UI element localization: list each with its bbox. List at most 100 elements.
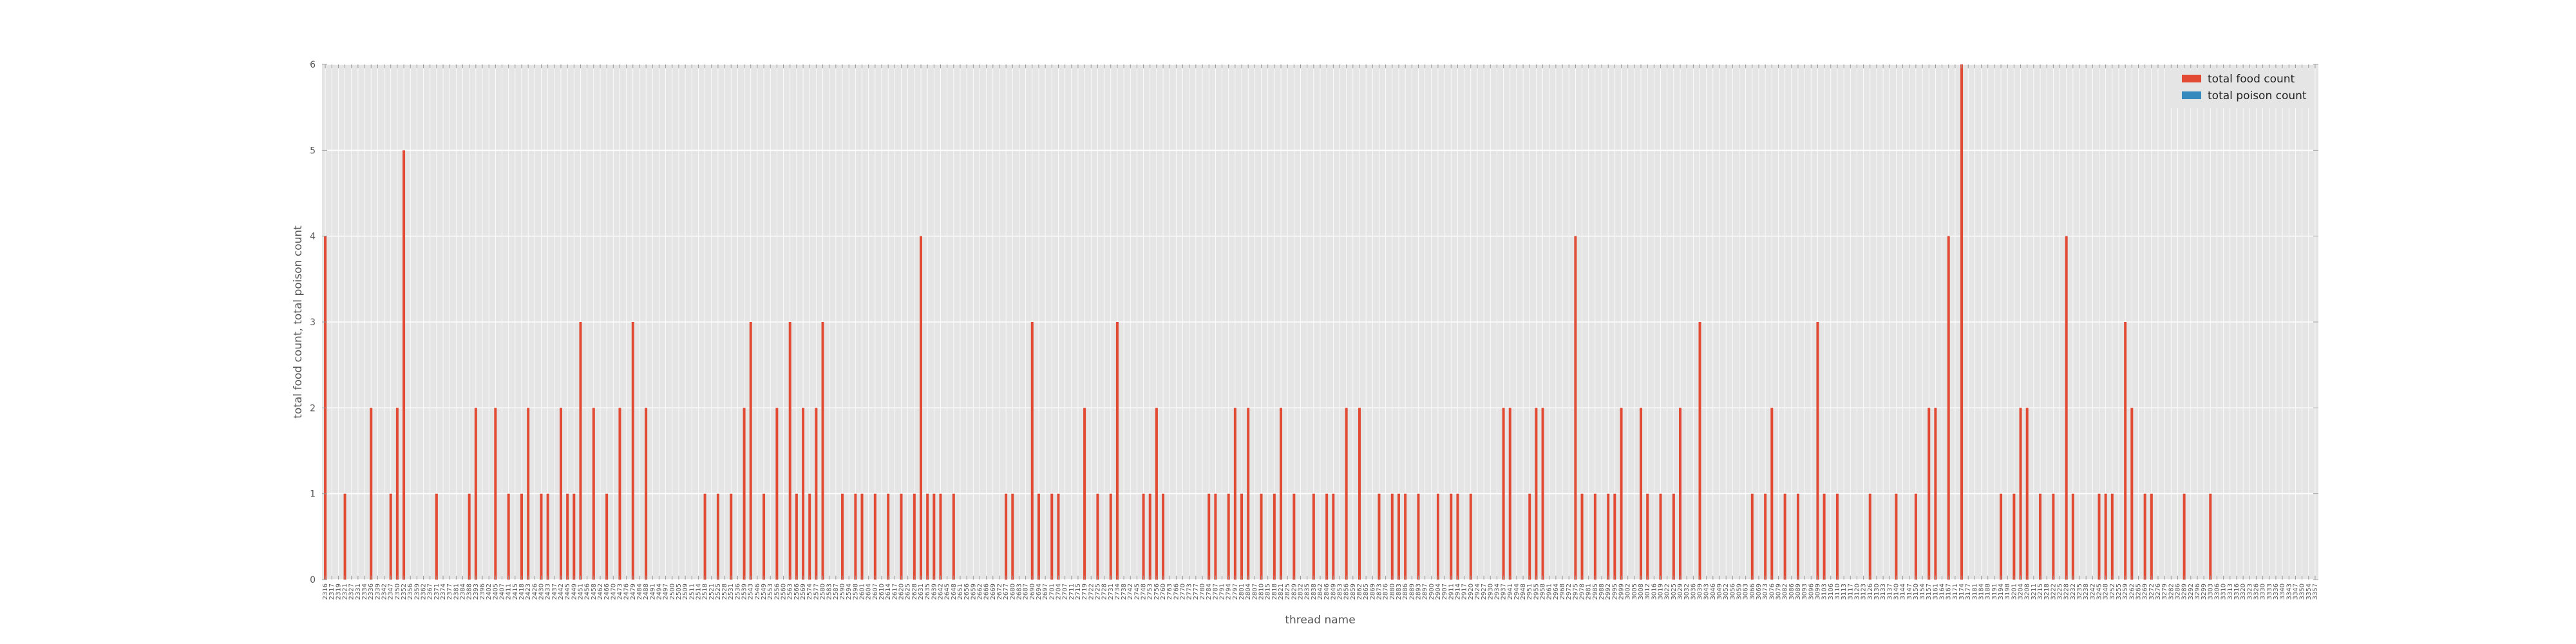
- x-tick-label: 2563: [787, 583, 794, 600]
- bar-food-count: [1620, 408, 1623, 580]
- x-tick-label: 2791: [1219, 583, 1226, 600]
- legend-label-food: total food count: [2208, 73, 2295, 86]
- bar-food-count: [579, 322, 582, 580]
- x-tick-label: 3265: [2135, 583, 2142, 600]
- x-tick-label: 3306: [2213, 583, 2221, 600]
- x-tick-label: 2873: [1376, 583, 1383, 600]
- x-tick-label: 2773: [1186, 583, 1193, 600]
- bar-food-count: [1390, 493, 1394, 580]
- x-tick-label: 2639: [931, 583, 938, 600]
- x-tick-label: 3133: [1880, 583, 1887, 600]
- x-tick-label: 2766: [1173, 583, 1180, 600]
- x-tick-label: 3049: [1716, 583, 1723, 600]
- bar-food-count: [592, 408, 595, 580]
- x-tick-label: 3147: [1906, 583, 1913, 600]
- x-tick-label: 2449: [571, 583, 578, 600]
- x-tick-label: 2473: [616, 583, 623, 600]
- x-tick-label: 2393: [473, 583, 480, 600]
- x-tick-label: 2511: [688, 583, 696, 600]
- x-tick-label: 2972: [1566, 583, 1573, 600]
- x-tick-label: 2862: [1356, 583, 1363, 600]
- x-tick-label: 2319: [335, 583, 342, 600]
- x-tick-label: 2846: [1323, 583, 1331, 600]
- bar-food-count: [841, 493, 844, 580]
- x-tick-label: 2948: [1520, 583, 1527, 600]
- bar-food-count: [1960, 64, 1964, 580]
- bar-food-count: [2012, 493, 2016, 580]
- x-tick-label: 2753: [1147, 583, 1154, 600]
- bar-food-count: [2110, 493, 2114, 580]
- y-tick-label: 5: [310, 146, 316, 156]
- x-tick-label: 2479: [630, 583, 637, 600]
- x-tick-label: 2405: [492, 583, 499, 600]
- x-tick-label: 2842: [1317, 583, 1324, 600]
- x-tick-label: 3340: [2279, 583, 2286, 600]
- x-tick-label: 3076: [1768, 583, 1776, 600]
- x-tick-label: 2666: [983, 583, 990, 600]
- x-tick-label: 2669: [990, 583, 997, 600]
- bar-food-count: [1142, 493, 1145, 580]
- bar-food-count: [1646, 493, 1649, 580]
- bar-food-count: [2143, 493, 2146, 580]
- bar-food-count: [2025, 408, 2029, 580]
- bar-food-count: [1293, 493, 1296, 580]
- bar-food-count: [788, 322, 791, 580]
- x-tick-label: 3181: [1971, 583, 1978, 600]
- bar-food-count: [468, 493, 471, 580]
- bar-food-count: [520, 493, 523, 580]
- bar-food-count: [1162, 493, 1165, 580]
- x-tick-label: 2594: [846, 583, 853, 600]
- x-tick-label: 3043: [1703, 583, 1710, 600]
- x-tick-label: 3177: [1965, 583, 1972, 600]
- x-tick-label: 2362: [421, 583, 428, 600]
- bar-food-count: [1057, 493, 1060, 580]
- bar-food-count: [1148, 493, 1151, 580]
- x-tick-label: 2553: [767, 583, 774, 600]
- x-tick-label: 3286: [2174, 583, 2181, 600]
- bar-food-count: [920, 236, 922, 580]
- x-tick-label: 3248: [2103, 583, 2110, 600]
- x-tick-label: 2835: [1304, 583, 1311, 600]
- bar-food-count: [1672, 493, 1675, 580]
- x-tick-label: 3343: [2286, 583, 2293, 600]
- x-tick-label: 3025: [1671, 583, 1678, 600]
- legend-label-poison: total poison count: [2208, 90, 2307, 102]
- x-tick-label: 3272: [2148, 583, 2155, 600]
- x-tick-label: 2374: [440, 583, 447, 600]
- x-axis-ticks: 2316 2317 2319 2321 2327 2331 2334 2336 2339 2342…: [322, 64, 2319, 600]
- bar-food-count: [1011, 493, 1014, 580]
- x-tick-label: 3110: [1834, 583, 1841, 600]
- x-tick-label: 2433: [545, 583, 552, 600]
- x-tick-label: 2975: [1572, 583, 1579, 600]
- x-tick-label: 2748: [1141, 583, 1148, 600]
- bar-food-count: [1450, 493, 1453, 580]
- bar-food-count: [1240, 493, 1244, 580]
- x-tick-label: 3282: [2168, 583, 2175, 600]
- x-tick-label: 3354: [2306, 583, 2313, 600]
- x-tick-label: 2601: [859, 583, 866, 600]
- x-tick-label: 2356: [407, 583, 414, 600]
- x-tick-label: 2445: [564, 583, 571, 600]
- x-tick-label: 2476: [623, 583, 630, 600]
- x-tick-label: 2604: [866, 583, 873, 600]
- x-tick-label: 2829: [1291, 583, 1298, 600]
- x-tick-label: 2832: [1298, 583, 1305, 600]
- bar-food-count: [1679, 408, 1682, 580]
- x-tick-label: 2497: [663, 583, 670, 600]
- x-tick-label: 2825: [1284, 583, 1291, 600]
- bar-food-count: [566, 493, 569, 580]
- bar-food-count: [1895, 493, 1898, 580]
- bar-food-count: [1233, 408, 1236, 580]
- x-tick-label: 2914: [1454, 583, 1461, 600]
- x-tick-label: 2807: [1251, 583, 1258, 600]
- x-tick-label: 2988: [1598, 583, 1605, 600]
- x-tick-label: 2484: [636, 583, 643, 600]
- x-tick-label: 2518: [702, 583, 709, 600]
- x-tick-label: 2992: [1605, 583, 1612, 600]
- x-tick-label: 3320: [2240, 583, 2247, 600]
- x-tick-label: 2430: [538, 583, 545, 600]
- x-tick-label: 2853: [1336, 583, 1343, 600]
- x-tick-label: 2336: [368, 583, 375, 600]
- x-tick-label: 2514: [695, 583, 702, 600]
